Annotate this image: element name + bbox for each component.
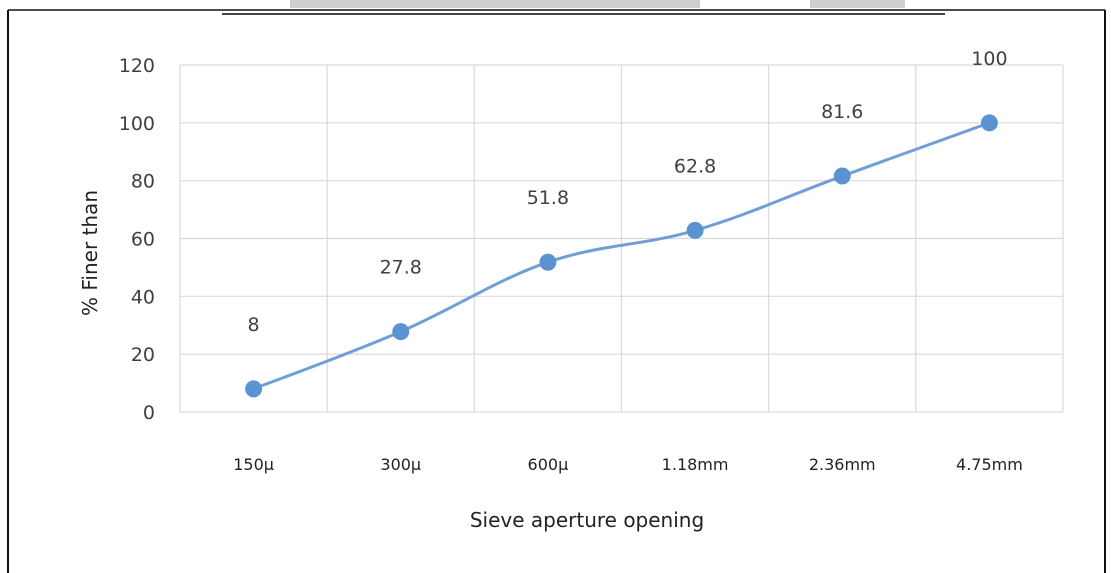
y-axis-ticks: 0 20 40 60 80 100 120 — [119, 55, 155, 424]
data-point-marker — [392, 323, 410, 341]
data-label: 81.6 — [821, 101, 863, 123]
y-tick-label: 0 — [143, 402, 155, 424]
y-tick-label: 100 — [119, 113, 155, 135]
x-axis-title: Sieve aperture opening — [470, 508, 704, 532]
y-tick-label: 20 — [131, 344, 155, 366]
data-label: 100 — [971, 48, 1007, 70]
x-tick-label: 600µ — [528, 455, 569, 474]
plot-area: 0 20 40 60 80 100 120 150µ 300µ 600µ 1.18mm 2.36mm… — [119, 48, 1064, 474]
x-tick-label: 1.18mm — [662, 455, 729, 474]
gridlines — [179, 64, 1064, 413]
series-markers — [245, 114, 998, 398]
data-label: 51.8 — [527, 187, 569, 209]
data-label: 27.8 — [380, 257, 422, 279]
data-label: 62.8 — [674, 155, 716, 177]
y-tick-label: 40 — [131, 286, 155, 308]
x-axis-ticks: 150µ 300µ 600µ 1.18mm 2.36mm 4.75mm — [233, 455, 1023, 474]
cropped-title-remnant — [222, 0, 945, 15]
x-tick-label: 2.36mm — [809, 455, 876, 474]
data-point-marker — [245, 380, 263, 398]
x-tick-label: 300µ — [380, 455, 421, 474]
y-axis-title: % Finer than — [78, 190, 102, 316]
y-tick-label: 80 — [131, 171, 155, 193]
data-point-marker — [539, 253, 557, 271]
data-point-marker — [980, 114, 998, 132]
x-tick-label: 150µ — [233, 455, 274, 474]
data-point-marker — [686, 221, 704, 239]
y-tick-label: 120 — [119, 55, 155, 77]
data-label: 8 — [248, 314, 260, 336]
x-tick-label: 4.75mm — [956, 455, 1023, 474]
data-point-marker — [833, 167, 851, 185]
series-line — [253, 121, 990, 391]
data-labels: 8 27.8 51.8 62.8 81.6 100 — [248, 48, 1008, 336]
y-tick-label: 60 — [131, 229, 155, 251]
